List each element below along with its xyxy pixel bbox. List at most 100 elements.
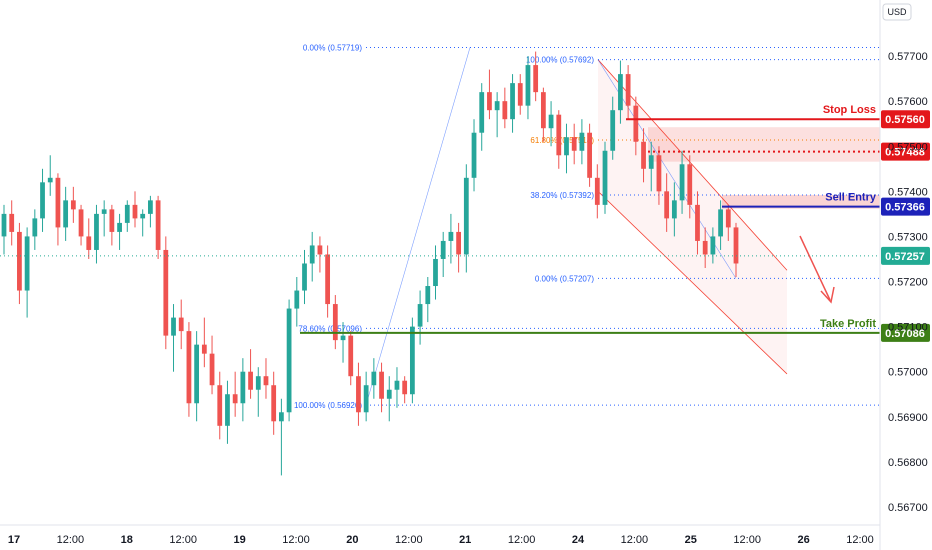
channel-fill <box>598 59 787 374</box>
x-tick-label: 20 <box>346 534 358 546</box>
candle-body <box>587 132 592 178</box>
candle-body <box>309 245 315 264</box>
candle-body <box>656 155 662 192</box>
candle-body <box>255 376 261 390</box>
candle-body <box>409 326 415 395</box>
candle-body <box>641 141 646 169</box>
candle-body <box>1 213 7 237</box>
price-badge <box>881 323 930 342</box>
candle-body <box>317 245 323 255</box>
candle-body <box>610 110 616 151</box>
candle-body <box>602 150 608 205</box>
candle-body <box>209 353 215 386</box>
candle-body <box>24 236 30 291</box>
channel-lower-line <box>597 191 788 375</box>
candle-body <box>556 114 562 156</box>
level-name-label: Sell Entry <box>825 192 877 204</box>
candle-body <box>340 335 346 341</box>
x-tick-label: 12:00 <box>169 534 197 546</box>
candle-body <box>725 209 731 228</box>
x-tick-label: 12:00 <box>733 534 761 546</box>
x-tick-label: 21 <box>459 534 471 546</box>
candle-body <box>525 65 531 106</box>
candle-body <box>78 209 84 237</box>
candle-body <box>356 376 361 413</box>
y-tick-label: 0.56700 <box>888 502 928 514</box>
candle-body <box>70 200 76 210</box>
candle-body <box>540 92 546 129</box>
candle-body <box>394 380 400 390</box>
candle-body <box>386 389 392 399</box>
candle-body <box>402 380 408 395</box>
candle-body <box>40 182 45 219</box>
candle-body <box>425 286 431 305</box>
candle-body <box>417 304 423 327</box>
candle-body <box>702 240 708 255</box>
candle-body <box>240 371 246 404</box>
y-tick-label: 0.57000 <box>888 367 928 379</box>
candle-body <box>440 240 446 259</box>
candle-body <box>263 376 269 386</box>
y-tick-label: 0.57500 <box>888 141 928 153</box>
x-tick-label: 12:00 <box>621 534 649 546</box>
sell-zone <box>722 194 880 209</box>
candle-body <box>279 412 284 422</box>
candle-body <box>463 177 469 255</box>
supply-zone <box>648 127 880 162</box>
candle-body <box>348 335 354 377</box>
candle-body <box>571 137 577 151</box>
fib-level-label: 100.00% (0.57692) <box>526 56 594 65</box>
candle-body <box>148 200 153 214</box>
candle-body <box>433 258 438 287</box>
candle-body <box>332 304 338 341</box>
y-tick-label: 0.57100 <box>888 322 928 334</box>
zone-layer <box>365 47 880 406</box>
candle-body <box>733 227 739 264</box>
x-tick-label: 25 <box>685 534 697 546</box>
candle-body <box>194 344 200 404</box>
x-tick-label: 12:00 <box>395 534 423 546</box>
candle-body <box>217 385 223 426</box>
candle-body <box>140 213 146 219</box>
candle-body <box>648 155 654 169</box>
projection-arrow-head <box>820 286 835 304</box>
fib-level-label: 61.80% (0.57514) <box>530 136 594 145</box>
candle-body <box>494 101 500 111</box>
candle-body <box>325 254 331 305</box>
candle-body <box>679 164 685 201</box>
candle-body <box>579 132 585 151</box>
levels-layer: Stop Loss 0.57560 0.57488 Sell Entry 0.57366… <box>0 104 930 342</box>
price-badge <box>881 197 930 216</box>
price-badge-text: 0.57366 <box>885 202 925 214</box>
fib-level-label: 100.00% (0.56926) <box>294 401 362 410</box>
candle-body <box>17 231 22 291</box>
candle-body <box>448 231 454 241</box>
candle-body <box>695 204 700 241</box>
candle-body <box>117 222 122 232</box>
fib-level-label: 38.20% (0.57392) <box>530 191 594 200</box>
currency-box-frame <box>882 3 912 21</box>
candle-body <box>201 344 207 354</box>
candle-body <box>294 290 300 309</box>
candle-body <box>710 236 716 255</box>
x-tick-label: 17 <box>8 534 20 546</box>
level-name-label: Stop Loss <box>823 104 876 116</box>
candle-body <box>456 231 461 255</box>
projection-arrow-line <box>799 235 831 301</box>
candle-body <box>63 200 69 228</box>
fib-level-label: 0.00% (0.57207) <box>535 274 594 283</box>
y-tick-label: 0.57700 <box>888 51 928 63</box>
price-badge <box>881 142 930 161</box>
y-tick-label: 0.57200 <box>888 277 928 289</box>
candle-body <box>371 371 377 386</box>
candle-body <box>625 74 631 106</box>
fib-level-label: 0.00% (0.57719) <box>303 44 362 53</box>
candle-body <box>671 200 677 219</box>
candle-body <box>718 209 723 237</box>
x-tick-label: 12:00 <box>282 534 310 546</box>
candle-body <box>687 164 693 205</box>
candle-body <box>47 177 53 183</box>
x-tick-label: 19 <box>233 534 245 546</box>
